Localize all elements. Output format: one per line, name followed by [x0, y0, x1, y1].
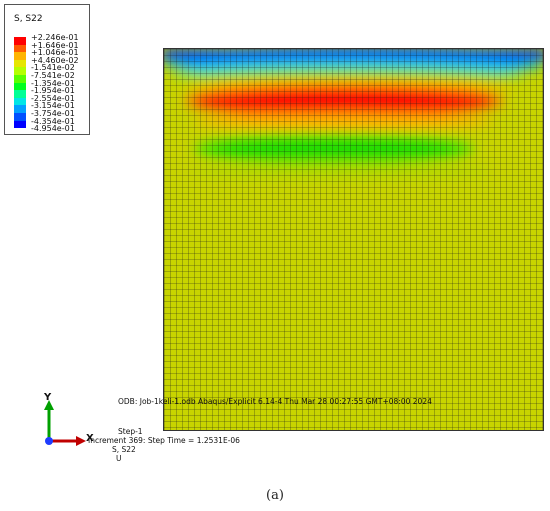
legend-entry-label: -7.541e-02	[31, 71, 75, 80]
legend-swatch	[14, 90, 26, 98]
legend-swatch	[14, 120, 26, 129]
legend-entry-label: +2.246e-01	[31, 33, 79, 42]
stress-contour-mesh	[164, 49, 543, 430]
legend-entry-label: +1.046e-01	[31, 48, 79, 58]
z-axis-dot	[45, 437, 53, 445]
legend-title: S, S22	[14, 14, 43, 24]
legend-entry-label: +1.646e-01	[31, 40, 79, 50]
increment-label: Increment 369: Step Time = 1.2531E-06	[88, 436, 240, 445]
legend-swatch	[14, 52, 26, 60]
legend-entry-label: -1.954e-01	[31, 86, 75, 96]
legend-entry-label: -1.541e-02	[31, 63, 75, 73]
legend-entry-label: -1.354e-01	[31, 78, 75, 88]
variable-label: S, S22	[112, 445, 136, 454]
axis-triad: Y X	[36, 392, 106, 462]
legend-swatch	[14, 75, 26, 83]
legend-swatch	[14, 59, 26, 68]
legend-entry-label: -4.954e-01	[31, 124, 75, 134]
legend-swatch	[14, 37, 26, 45]
deformed-variable-label: U	[116, 454, 122, 463]
legend-swatch	[14, 82, 26, 91]
contour-legend: S, S22 +2.246e-01 +1.646e-01 +1.046e-01 +4.…	[4, 4, 90, 135]
legend-entry-label: -2.554e-01	[31, 93, 75, 103]
legend-swatch	[14, 97, 26, 106]
legend-entry-label: -3.154e-01	[31, 101, 75, 111]
legend-swatch	[14, 113, 26, 121]
odb-info-line: ODB: Job-1keli-1.odb Abaqus/Explicit 6.1…	[118, 397, 432, 406]
contour-plot-viewport[interactable]	[163, 48, 544, 431]
x-axis-label: X	[86, 433, 94, 444]
legend-swatch	[14, 105, 26, 113]
legend-entry-label: -3.754e-01	[31, 109, 75, 118]
figure-caption: (a)	[266, 488, 284, 503]
finite-element-mesh	[164, 49, 543, 430]
legend-swatch	[14, 44, 26, 53]
legend-swatch	[14, 67, 26, 75]
legend-entry-label: +4.460e-02	[31, 55, 79, 65]
legend-entry-label: -4.354e-01	[31, 116, 75, 126]
y-axis-label: Y	[44, 392, 52, 403]
step-label: Step-1	[118, 427, 143, 436]
